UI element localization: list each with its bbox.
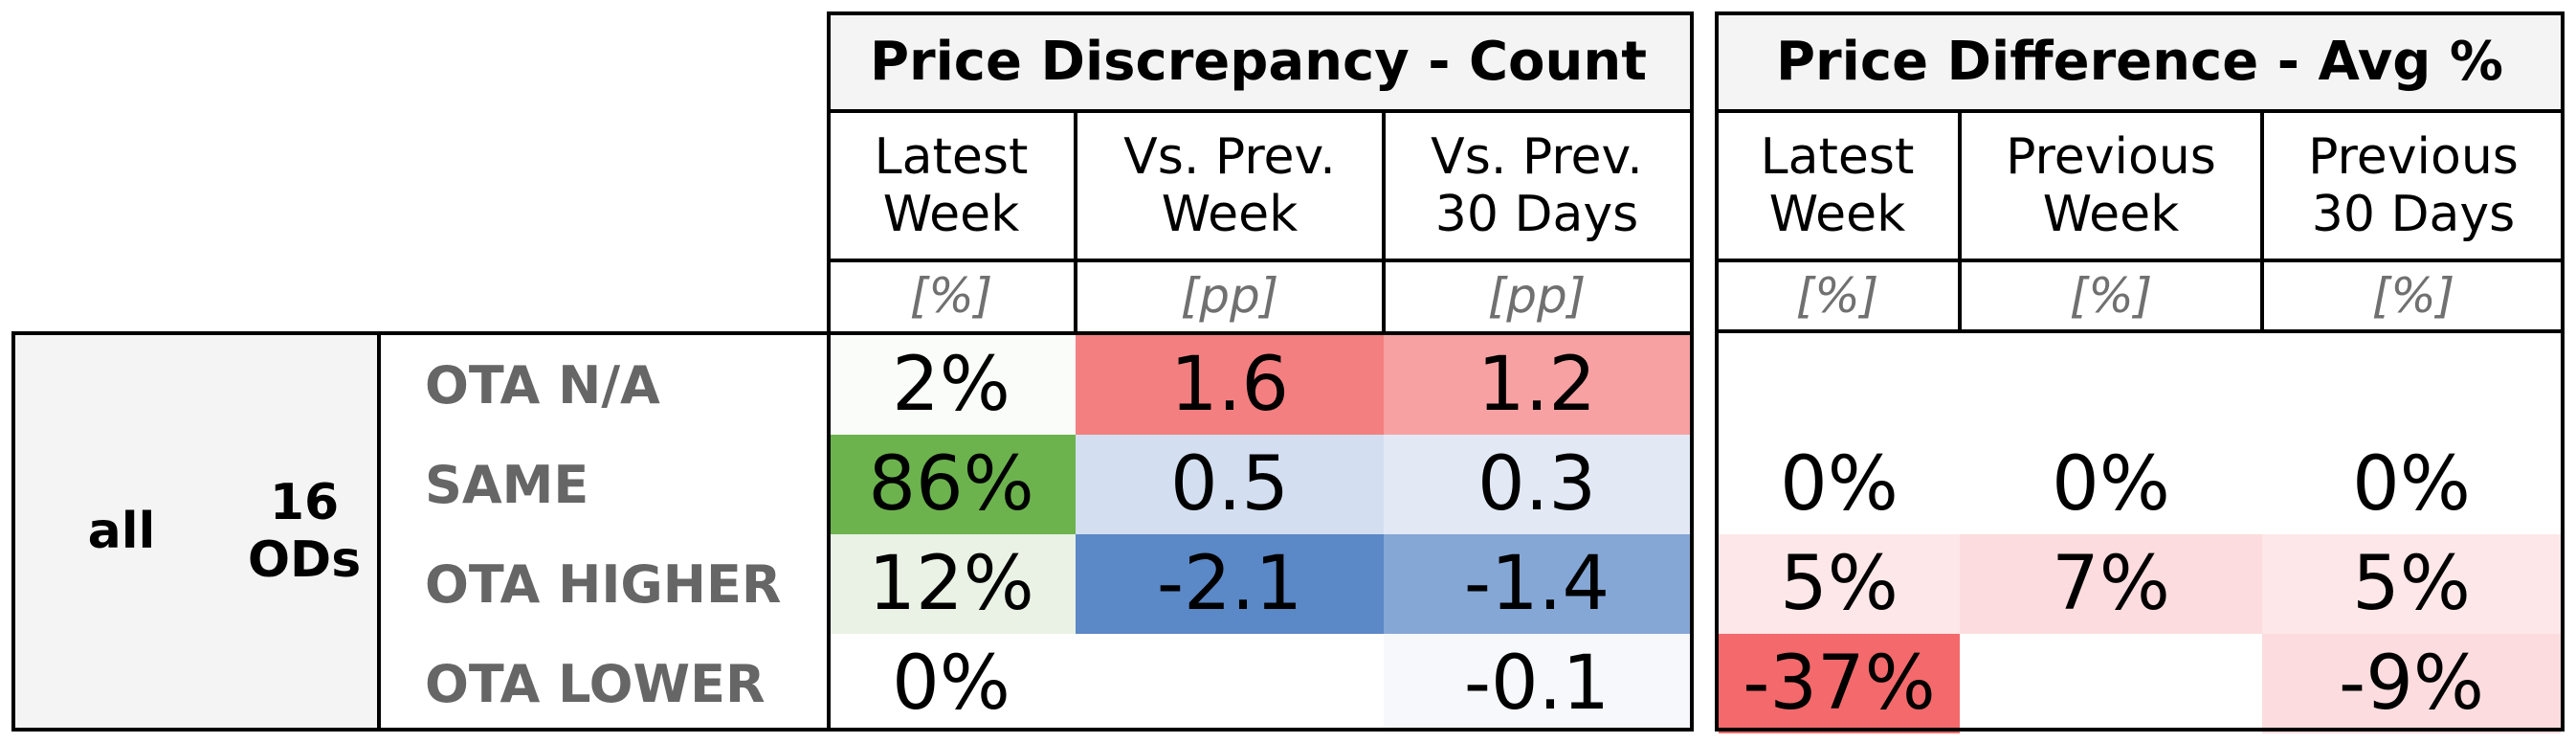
avg-cell: 5% [1719,534,1960,634]
avg-cell [1960,335,2262,435]
col-header-vs-prev-week: Vs. Prev. Week [1076,111,1384,260]
avg-cell [1719,335,1960,435]
row-label: OTA LOWER [425,653,766,714]
left-block-border [11,331,1694,732]
count-cell [1076,634,1384,733]
avg-cell [1960,634,2262,733]
col-header-line: Week [1768,186,1906,243]
avg-cell [2262,335,2561,435]
count-cell: 2% [827,335,1076,435]
group-title-avg: Price Difference - Avg % [1715,11,2565,111]
count-cell: 1.6 [1076,335,1384,435]
col-header-latest-week: Latest Week [827,111,1076,260]
segment-block [11,331,377,732]
count-cell: -1.4 [1384,534,1690,634]
col-header-avg-previous-week: Previous Week [1960,111,2262,260]
count-cell: 0% [827,634,1076,733]
group-title-count: Price Discrepancy - Count [827,11,1690,111]
od-count-label: 16 ODs [232,331,377,732]
segment-label: all [87,503,156,560]
row-label: OTA N/A [425,354,660,416]
col-header-line: Latest [874,128,1029,186]
unit-label: [%] [909,268,993,324]
od-count-number: 16 [269,474,340,531]
avg-cell: -9% [2262,634,2561,733]
count-cell: 86% [827,435,1076,534]
divider [1074,109,1077,331]
divider [1715,109,2565,113]
avg-cell: -37% [1719,634,1960,733]
divider [1715,259,2565,262]
unit-label: [pp] [1180,268,1279,324]
avg-cell: 0% [1719,435,1960,534]
col-header-line: Vs. Prev. [1123,128,1336,186]
row-label: OTA HIGHER [425,553,782,615]
col-header-line: Week [2042,186,2180,243]
col-header-line: Latest [1760,128,1915,186]
col-header-line: Week [1161,186,1299,243]
col-header-line: Previous [2006,128,2216,186]
divider [1715,728,2565,732]
row-label: SAME [425,454,589,515]
count-cell: 12% [827,534,1076,634]
avg-cell: 5% [2262,534,2561,634]
group-avg-border [1715,11,2565,732]
col-header-vs-prev-30-days: Vs. Prev. 30 Days [1384,111,1690,260]
col-header-avg-latest-week: Latest Week [1715,111,1960,260]
divider [827,259,1694,262]
divider [1958,109,1962,331]
col-header-line: 30 Days [2311,186,2516,243]
count-cell: -2.1 [1076,534,1384,634]
count-cell: 0.5 [1076,435,1384,534]
avg-cell: 0% [2262,435,2561,534]
count-cell: -0.1 [1384,634,1690,733]
unit-label: [%] [2371,268,2455,324]
col-header-line: Previous [2308,128,2519,186]
avg-cell: 0% [1960,435,2262,534]
col-header-avg-previous-30-days: Previous 30 Days [2262,111,2565,260]
count-cell: 0.3 [1384,435,1690,534]
unit-label: [pp] [1487,268,1587,324]
divider [1382,109,1386,331]
col-header-line: Week [882,186,1020,243]
count-cell: 1.2 [1384,335,1690,435]
divider [2260,109,2264,331]
divider [827,109,1694,113]
col-header-line: Vs. Prev. [1431,128,1643,186]
unit-label: [%] [1795,268,1879,324]
unit-label: [%] [2069,268,2153,324]
avg-cell: 7% [1960,534,2262,634]
od-count-unit: ODs [247,531,362,589]
col-header-line: 30 Days [1434,186,1639,243]
divider [377,331,381,732]
divider [1715,329,2565,333]
